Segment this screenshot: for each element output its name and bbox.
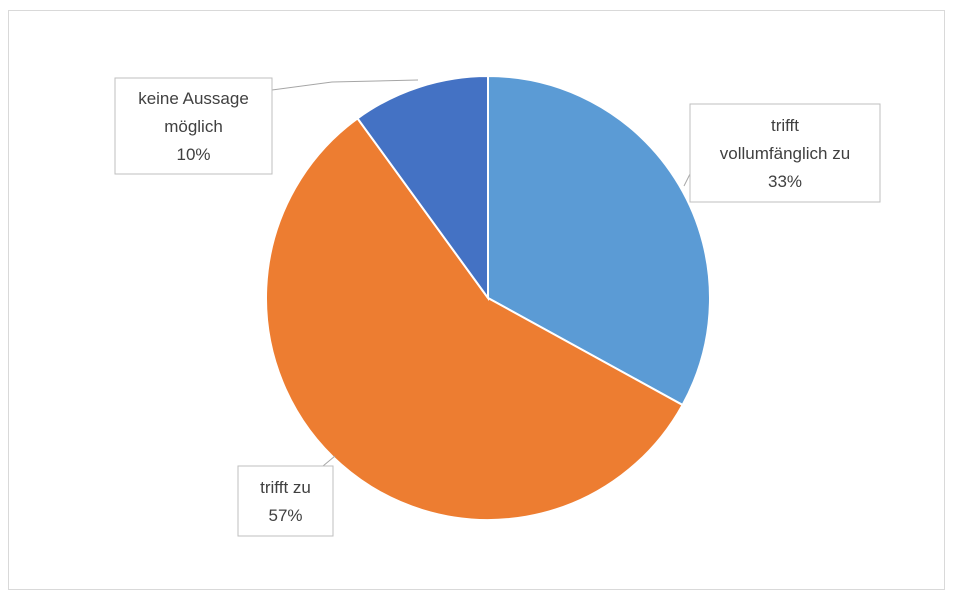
leader-line-1: [322, 455, 336, 467]
data-label-category: trifft: [771, 116, 799, 135]
leader-line-0: [683, 173, 691, 187]
data-label-2: keine Aussage möglich 10%: [114, 77, 273, 175]
data-label-1: trifft zu 57%: [237, 465, 334, 537]
data-label-value: 33%: [768, 172, 802, 191]
data-label-category: möglich: [164, 117, 223, 136]
data-label-box: [237, 465, 334, 537]
data-label-box: [114, 77, 273, 175]
pie-slice-0: [487, 74, 711, 407]
data-label-box: [689, 103, 881, 203]
pie-slices: [265, 74, 711, 521]
leader-line-2: [271, 79, 419, 91]
data-label-0: trifft vollumfänglich zu 33%: [689, 103, 881, 203]
pie-slice-2: [356, 74, 489, 302]
data-label-category: trifft zu: [260, 478, 311, 497]
data-label-value: 57%: [268, 506, 302, 525]
leader-lines: [271, 79, 691, 467]
data-label-value: 10%: [176, 145, 210, 164]
data-labels: trifft vollumfänglich zu 33% trifft zu 57% ke…: [114, 77, 881, 537]
data-label-category: keine Aussage: [138, 89, 249, 108]
pie-slice-1: [265, 116, 684, 521]
data-label-category: vollumfänglich zu: [720, 144, 850, 163]
